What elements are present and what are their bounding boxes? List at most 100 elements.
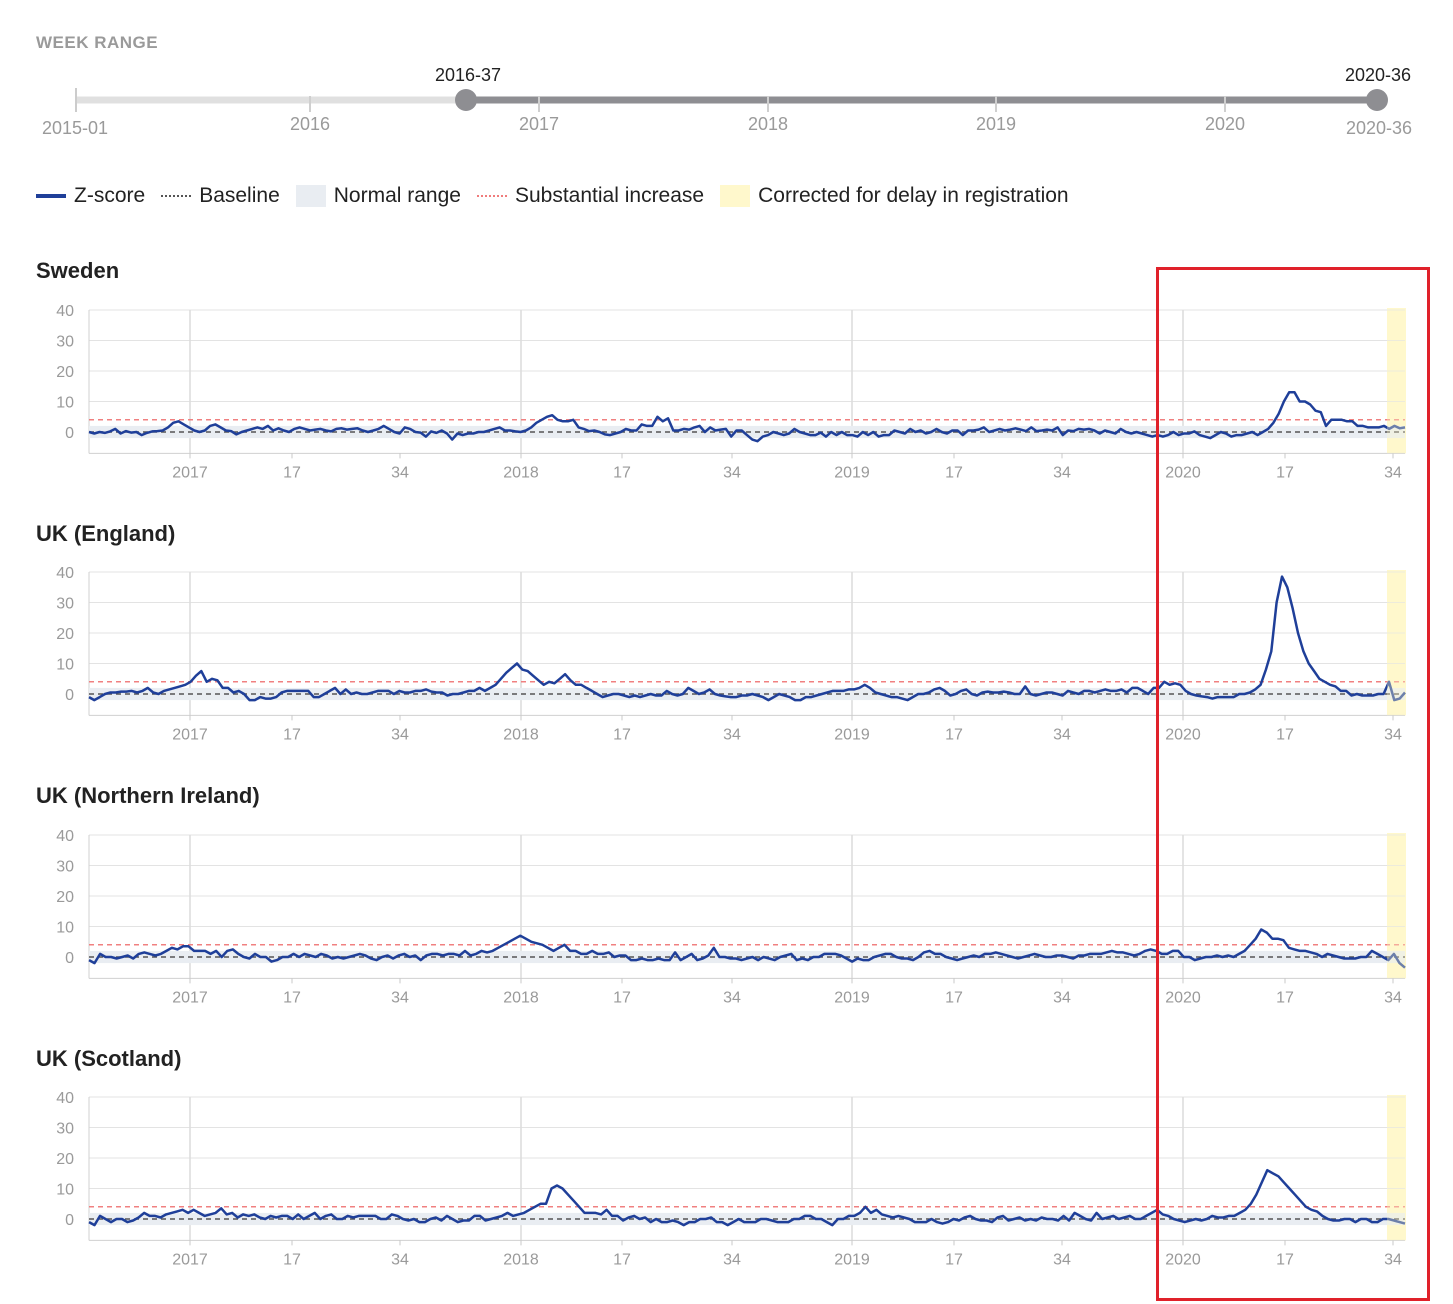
x-tick-label: 34 (1053, 726, 1071, 743)
y-tick-label: 40 (56, 1090, 74, 1107)
legend-label: Corrected for delay in registration (758, 184, 1069, 207)
x-tick-label: 17 (1276, 989, 1294, 1006)
slider-handle-end-label: 2020-36 (1345, 65, 1411, 85)
legend-label: Normal range (333, 184, 461, 207)
x-tick-label: 17 (613, 989, 631, 1006)
x-tick-label: 34 (1384, 726, 1402, 743)
baseline-line-swatch (161, 195, 192, 197)
x-tick-label: 17 (945, 464, 963, 481)
y-tick-label: 0 (65, 1212, 74, 1229)
x-tick-label: 2017 (172, 464, 208, 481)
corrected-delay-overlay (1387, 1095, 1406, 1241)
y-tick-label: 10 (56, 920, 74, 937)
slider-handle-end[interactable] (1366, 89, 1388, 111)
x-tick-label: 2017 (172, 1251, 208, 1268)
week-range-title: WEEK RANGE (36, 33, 159, 52)
zscore-line (88, 391, 1406, 443)
y-tick-label: 10 (56, 657, 74, 674)
x-tick-label: 2019 (834, 989, 870, 1006)
x-tick-label: 34 (723, 464, 741, 481)
substantial-increase-swatch (476, 195, 507, 197)
x-tick-label: 2018 (503, 726, 539, 743)
legend-item-baseline: Baseline (161, 184, 280, 208)
legend-label: Baseline (199, 184, 280, 207)
x-tick-label: 2018 (503, 989, 539, 1006)
y-tick-label: 10 (56, 395, 74, 412)
y-tick-label: 20 (56, 364, 74, 381)
x-tick-label: 34 (723, 1251, 741, 1268)
x-tick-label: 2019 (834, 464, 870, 481)
corrected-delay-band (1387, 570, 1406, 716)
corrected-delay-band (1387, 1095, 1406, 1241)
slider-year-label: 2019 (976, 114, 1016, 134)
x-tick-label: 17 (283, 989, 301, 1006)
x-tick-label: 2020 (1165, 726, 1201, 743)
chart-england: 0 10 20 30 40 2017 17 34 2018 17 34 2019 17 34 2020 17 3… (56, 565, 1406, 743)
y-tick-label: 0 (65, 687, 74, 704)
corrected-delay-band (1387, 308, 1406, 454)
x-tick-label: 34 (723, 989, 741, 1006)
legend: Z-score Baseline Normal range Substantia… (36, 182, 1085, 210)
slider-year-label: 2016 (290, 114, 330, 134)
y-tick-label: 20 (56, 1151, 74, 1168)
x-tick-label: 17 (613, 726, 631, 743)
x-tick-label: 34 (1053, 464, 1071, 481)
x-tick-label: 17 (613, 1251, 631, 1268)
x-tick-label: 17 (283, 464, 301, 481)
corrected-delay-band (1387, 833, 1406, 979)
x-tick-label: 34 (1053, 989, 1071, 1006)
slider-year-label: 2018 (748, 114, 788, 134)
chart-title-scotland: UK (Scotland) (36, 1046, 182, 1071)
zscore-line (88, 928, 1406, 969)
corrected-delay-overlay (1387, 833, 1406, 979)
x-tick-label: 17 (1276, 1251, 1294, 1268)
x-tick-label: 34 (723, 726, 741, 743)
corrected-swatch (720, 185, 751, 207)
y-tick-label: 30 (56, 859, 74, 876)
week-range-slider[interactable]: 2016 2017 2018 2019 2020 2015-01 2020-36 201… (0, 0, 1453, 160)
x-tick-label: 34 (1384, 1251, 1402, 1268)
highlight-box (1156, 267, 1430, 1301)
slider-handle-start[interactable] (455, 89, 477, 111)
corrected-delay-overlay (1387, 570, 1406, 716)
zscore-line-swatch (36, 194, 66, 198)
slider-year-label: 2020 (1205, 114, 1245, 134)
x-tick-label: 2020 (1165, 1251, 1201, 1268)
x-tick-label: 2020 (1165, 989, 1201, 1006)
x-tick-label: 17 (613, 464, 631, 481)
legend-item-substantial-increase: Substantial increase (476, 184, 705, 208)
normal-range-swatch (295, 185, 326, 207)
x-tick-label: 2018 (503, 464, 539, 481)
chart-northern-ireland: 0 10 20 30 40 2017 17 34 2018 17 34 2019 17 34 2020 17 3… (56, 828, 1406, 1006)
x-tick-label: 34 (391, 726, 409, 743)
slider-start-label: 2015-01 (42, 118, 108, 138)
x-tick-label: 17 (1276, 464, 1294, 481)
y-tick-label: 20 (56, 889, 74, 906)
chart-title-sweden: Sweden (36, 258, 120, 283)
x-tick-label: 34 (391, 464, 409, 481)
y-tick-label: 40 (56, 828, 74, 845)
x-tick-label: 2020 (1165, 464, 1201, 481)
x-tick-label: 34 (1384, 464, 1402, 481)
x-tick-label: 2019 (834, 726, 870, 743)
legend-label: Z-score (74, 184, 146, 207)
y-tick-label: 10 (56, 1182, 74, 1199)
y-tick-label: 0 (65, 425, 74, 442)
y-tick-label: 30 (56, 334, 74, 351)
y-tick-label: 40 (56, 565, 74, 582)
y-tick-label: 20 (56, 626, 74, 643)
x-tick-label: 34 (391, 989, 409, 1006)
x-tick-label: 34 (1053, 1251, 1071, 1268)
slider-year-label: 2017 (519, 114, 559, 134)
legend-item-corrected: Corrected for delay in registration (720, 184, 1069, 208)
chart-title-northern-ireland: UK (Northern Ireland) (36, 783, 260, 808)
y-tick-label: 40 (56, 303, 74, 320)
legend-label: Substantial increase (514, 184, 705, 207)
legend-item-zscore: Z-score (36, 184, 145, 208)
y-tick-label: 0 (65, 950, 74, 967)
x-tick-label: 2017 (172, 989, 208, 1006)
x-tick-label: 2018 (503, 1251, 539, 1268)
x-tick-label: 34 (391, 1251, 409, 1268)
slider-handle-start-label: 2016-37 (435, 65, 501, 85)
x-tick-label: 17 (945, 989, 963, 1006)
